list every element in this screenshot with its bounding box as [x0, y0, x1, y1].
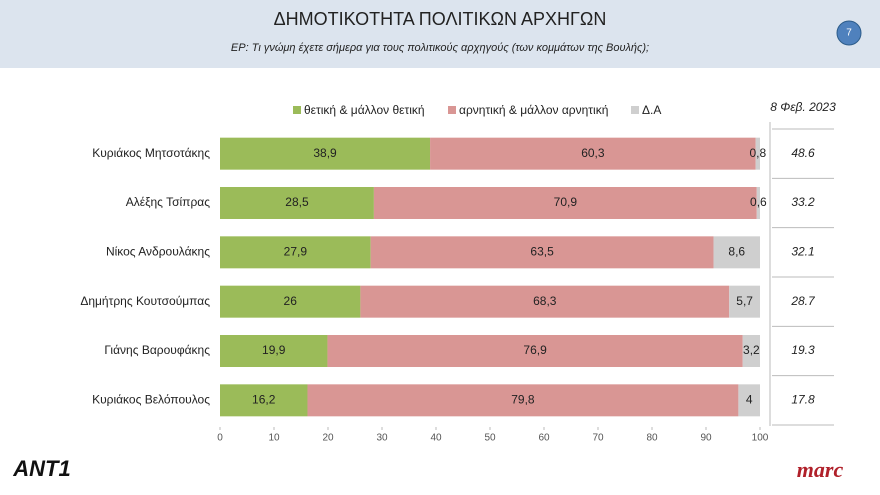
bar-segment	[220, 137, 431, 170]
data-label: 27,9	[284, 245, 308, 259]
bar-segment	[738, 384, 760, 417]
logo-right: marc	[797, 457, 844, 482]
side-value: 48.6	[791, 146, 815, 160]
side-value: 33.2	[791, 195, 815, 209]
data-label: 0,8	[749, 146, 766, 160]
y-tick-label: Αλέξης Τσίπρας	[126, 195, 210, 209]
x-tick-label: 30	[376, 433, 388, 444]
data-label: 63,5	[530, 245, 554, 259]
x-tick-label: 20	[322, 433, 334, 444]
bar-segment	[742, 335, 760, 367]
y-tick-label: Νίκος Ανδρουλάκης	[106, 245, 210, 259]
bar-segment	[220, 384, 308, 417]
header-band	[0, 0, 880, 68]
data-label: 70,9	[554, 195, 578, 209]
side-value: 17.8	[791, 393, 815, 407]
column-header: 8 Φεβ. 2023	[770, 100, 836, 114]
x-tick-label: 80	[646, 433, 658, 444]
data-label: 28,5	[285, 195, 309, 209]
legend-label: Δ.Α	[642, 103, 661, 117]
y-tick-label: Κυριάκος Βελόπουλος	[92, 393, 210, 407]
data-label: 5,7	[736, 294, 753, 308]
x-tick-label: 50	[484, 433, 496, 444]
data-label: 3,2	[743, 343, 760, 357]
bar-segment	[220, 285, 361, 318]
page-number: 7	[846, 28, 852, 39]
bar-segment	[756, 187, 760, 219]
bar-segment	[755, 137, 760, 170]
bar-segment	[220, 187, 374, 219]
data-label: 16,2	[252, 393, 276, 407]
bar-segment	[220, 335, 328, 367]
x-tick-label: 10	[268, 433, 280, 444]
y-tick-label: Κυριάκος Μητσοτάκης	[92, 146, 210, 160]
bar-segment	[370, 236, 714, 269]
x-tick-label: 100	[752, 433, 769, 444]
legend-label: αρνητική & μάλλον αρνητική	[459, 103, 608, 117]
data-label: 79,8	[511, 393, 535, 407]
y-tick-label: Δημήτρης Κουτσούμπας	[80, 294, 210, 308]
page-badge	[836, 20, 862, 46]
legend-swatch	[293, 106, 301, 114]
data-label: 26	[284, 294, 298, 308]
x-tick-label: 70	[592, 433, 604, 444]
y-tick-label: Γιάνης Βαρουφάκης	[104, 343, 210, 357]
bar-segment	[373, 187, 757, 219]
x-tick-label: 0	[217, 433, 223, 444]
data-label: 60,3	[581, 146, 605, 160]
x-tick-label: 90	[700, 433, 712, 444]
bar-segment	[713, 236, 760, 269]
x-tick-label: 40	[430, 433, 442, 444]
bar-segment	[430, 137, 756, 170]
data-label: 68,3	[533, 294, 557, 308]
bar-segment	[307, 384, 739, 417]
side-value: 28.7	[790, 294, 816, 308]
bar-segment	[360, 285, 730, 318]
bar-segment	[327, 335, 743, 367]
bar-segment	[220, 236, 371, 269]
chart-subtitle: ΕΡ: Τι γνώμη έχετε σήμερα για τους πολιτ…	[231, 42, 649, 54]
x-tick-label: 60	[538, 433, 550, 444]
data-label: 4	[746, 393, 753, 407]
legend-swatch	[631, 106, 639, 114]
legend-label: θετική & μάλλον θετική	[304, 103, 425, 117]
data-label: 0,6	[750, 195, 767, 209]
data-label: 8,6	[728, 245, 745, 259]
side-value: 32.1	[791, 245, 814, 259]
data-label: 19,9	[262, 343, 286, 357]
data-label: 76,9	[523, 343, 547, 357]
chart-title: ΔΗΜΟΤΙΚΟΤΗΤΑ ΠΟΛΙΤΙΚΩΝ ΑΡΧΗΓΩΝ	[274, 9, 607, 29]
logo-left: ANT1	[12, 456, 70, 481]
legend-swatch	[448, 106, 456, 114]
bar-segment	[729, 285, 760, 318]
data-label: 38,9	[313, 146, 337, 160]
side-value: 19.3	[791, 343, 815, 357]
